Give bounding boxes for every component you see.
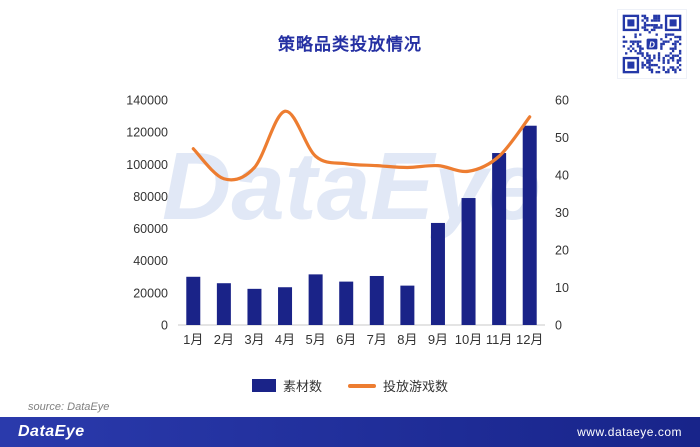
svg-text:40000: 40000 xyxy=(133,254,168,268)
svg-text:50: 50 xyxy=(555,131,569,145)
footer-logo: DataEye xyxy=(18,423,85,440)
legend-label-bars: 素材数 xyxy=(282,379,322,394)
svg-text:80000: 80000 xyxy=(133,190,168,204)
line-swatch-icon xyxy=(348,383,376,388)
legend-label-line: 投放游戏数 xyxy=(383,379,449,394)
qr-code-image: D xyxy=(622,14,682,74)
footer-url[interactable]: www.dataeye.com xyxy=(577,425,682,439)
svg-text:12月: 12月 xyxy=(516,332,543,347)
qr-code: D xyxy=(618,10,686,78)
svg-text:2月: 2月 xyxy=(214,332,234,347)
combo-chart: 0 20000 40000 60000 80000 100000 120000 140000 0… xyxy=(126,94,569,348)
svg-text:4月: 4月 xyxy=(275,332,295,347)
svg-text:3月: 3月 xyxy=(244,332,264,347)
legend-item-line: 投放游戏数 xyxy=(348,376,448,395)
svg-text:7月: 7月 xyxy=(367,332,387,347)
svg-text:D: D xyxy=(649,40,655,49)
page-title: 策略品类投放情况 xyxy=(278,35,422,54)
svg-text:20000: 20000 xyxy=(133,286,168,300)
svg-text:0: 0 xyxy=(161,319,168,333)
chart-area: DataEye 0 20000 40000 60000 80000 100000 12000… xyxy=(0,86,700,358)
svg-text:100000: 100000 xyxy=(126,158,168,172)
svg-text:6月: 6月 xyxy=(336,332,356,347)
svg-text:140000: 140000 xyxy=(126,94,168,108)
bar-swatch-icon xyxy=(251,379,276,392)
svg-text:120000: 120000 xyxy=(126,126,168,140)
svg-text:40: 40 xyxy=(555,169,569,183)
svg-text:0: 0 xyxy=(555,319,562,333)
svg-text:60: 60 xyxy=(555,94,569,108)
chart-legend: 素材数 投放游戏数 xyxy=(0,376,700,395)
legend-item-bars: 素材数 xyxy=(251,376,322,395)
svg-text:5月: 5月 xyxy=(306,332,326,347)
svg-text:60000: 60000 xyxy=(133,222,168,236)
svg-text:11月: 11月 xyxy=(486,332,513,347)
svg-text:30: 30 xyxy=(555,206,569,220)
svg-text:20: 20 xyxy=(555,244,569,258)
svg-text:10: 10 xyxy=(555,281,569,295)
svg-text:8月: 8月 xyxy=(397,332,417,347)
svg-text:9月: 9月 xyxy=(428,332,448,347)
footer-banner: DataEye www.dataeye.com xyxy=(0,417,700,447)
source-note: source: DataEye xyxy=(28,401,110,413)
svg-text:1月: 1月 xyxy=(183,332,203,347)
svg-text:10月: 10月 xyxy=(455,332,482,347)
